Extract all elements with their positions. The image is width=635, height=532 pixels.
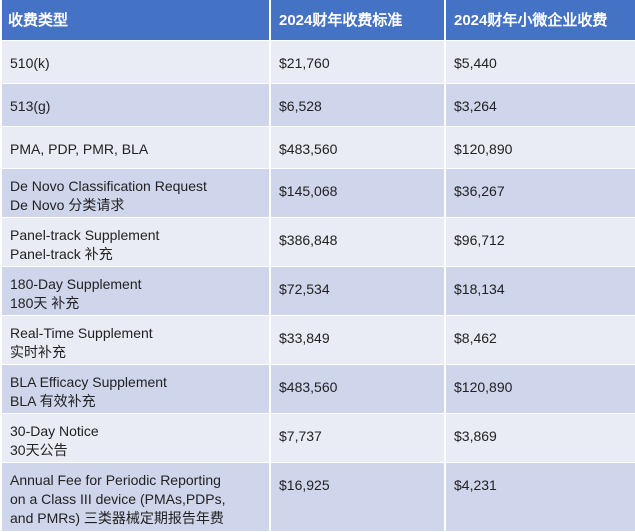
table-row: BLA Efficacy Supplement BLA 有效补充 $483,560 $…	[0, 364, 635, 414]
small-business-fee-cell: $4,231	[444, 462, 635, 532]
small-business-fee-cell: $18,134	[444, 266, 635, 317]
small-business-fee-cell: $8,462	[444, 315, 635, 365]
fee-type-line: De Novo Classification Request	[10, 178, 207, 195]
fee-type-line: 180-Day Supplement	[10, 276, 142, 293]
standard-fee-cell: $16,925	[269, 462, 446, 532]
small-business-fee-cell: $3,869	[444, 413, 635, 463]
standard-fee-cell: $7,737	[269, 413, 446, 463]
small-business-fee-cell: $3,264	[444, 83, 635, 127]
table-row: 510(k) $21,760 $5,440	[0, 40, 635, 84]
header-standard-fee: 2024财年收费标准	[269, 0, 446, 41]
fee-type-cell: Real-Time Supplement 实时补充	[0, 315, 271, 365]
fee-type-line: PMA, PDP, PMR, BLA	[10, 140, 149, 157]
fee-type-line: 513(g)	[10, 97, 51, 114]
standard-fee-cell: $145,068	[269, 168, 446, 219]
fee-type-cell: 513(g)	[0, 83, 271, 127]
fee-type-line: Panel-track Supplement	[10, 227, 160, 244]
fee-type-line: Panel-track 补充	[10, 246, 113, 263]
table-row: PMA, PDP, PMR, BLA $483,560 $120,890	[0, 126, 635, 170]
fee-type-line: and PMRs) 三类器械定期报告年费	[10, 509, 224, 526]
fee-type-cell: 30-Day Notice 30天公告	[0, 413, 271, 463]
fee-type-line: 30天公告	[10, 441, 68, 458]
table-row: Panel-track Supplement Panel-track 补充 $386…	[0, 217, 635, 268]
fee-type-line: BLA 有效补充	[10, 392, 96, 409]
fee-type-line: De Novo 分类请求	[10, 197, 125, 214]
table-row: Real-Time Supplement 实时补充 $33,849 $8,462	[0, 315, 635, 365]
standard-fee-cell: $72,534	[269, 266, 446, 317]
fee-type-line: BLA Efficacy Supplement	[10, 373, 167, 390]
table-row: 513(g) $6,528 $3,264	[0, 83, 635, 127]
fee-type-cell: BLA Efficacy Supplement BLA 有效补充	[0, 364, 271, 414]
fee-type-line: 180天 补充	[10, 295, 80, 312]
standard-fee-cell: $33,849	[269, 315, 446, 365]
table-row: Annual Fee for Periodic Reporting on a Cl…	[0, 462, 635, 532]
small-business-fee-cell: $5,440	[444, 40, 635, 84]
fee-type-cell: 180-Day Supplement 180天 补充	[0, 266, 271, 317]
fee-type-cell: PMA, PDP, PMR, BLA	[0, 126, 271, 170]
fee-type-cell: De Novo Classification Request De Novo 分类…	[0, 168, 271, 219]
table-row: 30-Day Notice 30天公告 $7,737 $3,869	[0, 413, 635, 463]
standard-fee-cell: $6,528	[269, 83, 446, 127]
header-fee-type: 收费类型	[0, 0, 271, 41]
fee-type-cell: Annual Fee for Periodic Reporting on a Cl…	[0, 462, 271, 532]
fee-type-line: 30-Day Notice	[10, 422, 99, 439]
header-row: 收费类型 2024财年收费标准 2024财年小微企业收费	[0, 0, 635, 41]
small-business-fee-cell: $96,712	[444, 217, 635, 268]
fee-type-line: 实时补充	[10, 344, 66, 361]
fee-type-line: 510(k)	[10, 55, 50, 71]
standard-fee-cell: $21,760	[269, 40, 446, 84]
small-business-fee-cell: $36,267	[444, 168, 635, 219]
fee-type-cell: 510(k)	[0, 40, 271, 84]
small-business-fee-cell: $120,890	[444, 126, 635, 170]
standard-fee-cell: $483,560	[269, 364, 446, 414]
fee-type-cell: Panel-track Supplement Panel-track 补充	[0, 217, 271, 268]
fee-type-line: on a Class III device (PMAs,PDPs,	[10, 490, 226, 507]
fee-type-line: Annual Fee for Periodic Reporting	[10, 471, 221, 488]
table-row: De Novo Classification Request De Novo 分类…	[0, 168, 635, 219]
fee-type-line: Real-Time Supplement	[10, 325, 153, 342]
standard-fee-cell: $386,848	[269, 217, 446, 268]
header-small-business-fee: 2024财年小微企业收费	[444, 0, 635, 41]
table-row: 180-Day Supplement 180天 补充 $72,534 $18,134	[0, 266, 635, 317]
standard-fee-cell: $483,560	[269, 126, 446, 170]
small-business-fee-cell: $120,890	[444, 364, 635, 414]
